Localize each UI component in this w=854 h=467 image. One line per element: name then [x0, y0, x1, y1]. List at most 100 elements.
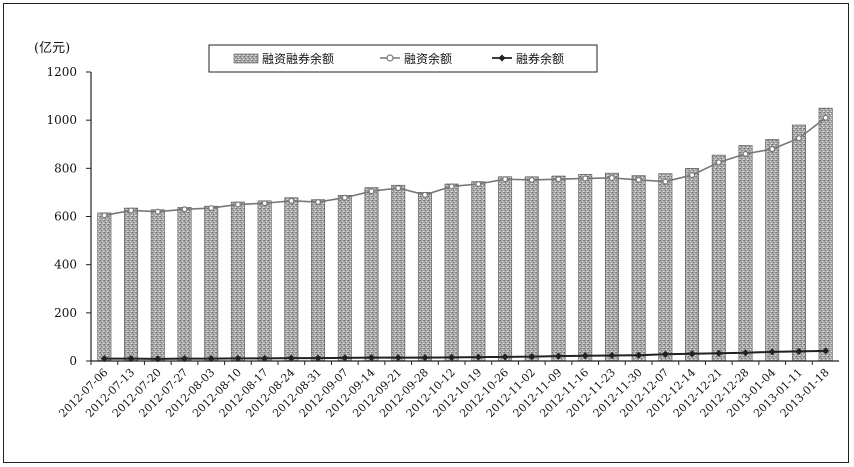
bar-margin-balance [311, 199, 326, 362]
point-financing-balance [288, 197, 295, 204]
bar-margin-balance [658, 173, 673, 362]
point-financing-balance [261, 200, 268, 207]
point-financing-balance [582, 175, 589, 182]
bar-margin-balance [551, 175, 566, 362]
legend-marker-lending [498, 54, 506, 62]
bar-margin-balance [685, 168, 700, 362]
point-securities-lending-balance [448, 353, 456, 361]
bar-margin-balance [498, 176, 513, 362]
bar-margin-balance [391, 184, 406, 362]
point-securities-lending-balance [474, 353, 482, 361]
y-axis: 0 200 400 600 800 1000 1200 [46, 65, 92, 368]
legend-box [208, 44, 598, 73]
point-financing-balance [315, 199, 322, 206]
point-securities-lending-balance [661, 350, 669, 358]
bar-margin-balance [765, 139, 780, 362]
point-financing-balance [448, 183, 455, 190]
bar-margin-balance [124, 207, 139, 362]
point-financing-balance [822, 114, 829, 121]
bar-margin-balance [738, 145, 753, 362]
point-financing-balance [128, 207, 135, 214]
y-unit-label: (亿元) [34, 41, 70, 56]
point-securities-lending-balance [501, 353, 509, 361]
point-financing-balance [689, 172, 696, 179]
point-financing-balance [502, 176, 509, 183]
point-securities-lending-balance [635, 351, 643, 359]
line-financing-balance [104, 117, 827, 217]
y-tick-label: 200 [54, 306, 77, 320]
point-securities-lending-balance [822, 347, 830, 355]
bar-margin-balance [818, 107, 833, 362]
bar-margin-balance [444, 183, 459, 362]
bar-margin-balance [204, 205, 219, 362]
line-securities-lending-balance [104, 349, 826, 360]
bar-margin-balance [257, 200, 272, 362]
point-financing-balance [101, 212, 108, 219]
point-securities-lending-balance [421, 354, 429, 362]
point-financing-balance [208, 205, 215, 212]
point-financing-balance [395, 185, 402, 192]
chart-frame: 融资融券余额 融资余额 融券余额 (亿元) 0 200 400 600 800 1000 120… [3, 3, 849, 463]
bar-margin-balance [230, 201, 245, 362]
bars [97, 107, 833, 362]
y-tick-label: 600 [54, 210, 77, 224]
x-axis: 2012-07-062012-07-132012-07-202012-07-27… [56, 360, 839, 420]
bar-margin-balance [524, 176, 539, 362]
bar-margin-balance [791, 124, 806, 362]
bar-margin-balance [631, 175, 646, 362]
point-financing-balance [662, 178, 669, 185]
point-financing-balance [715, 159, 722, 166]
bar-margin-balance [604, 172, 619, 362]
point-securities-lending-balance [581, 352, 589, 360]
point-financing-balance [154, 208, 161, 215]
point-securities-lending-balance [314, 354, 322, 362]
point-securities-lending-balance [528, 353, 536, 361]
point-financing-balance [368, 188, 375, 195]
point-financing-balance [608, 174, 615, 181]
point-securities-lending-balance [207, 355, 215, 363]
point-financing-balance [769, 146, 776, 153]
point-securities-lending-balance [394, 354, 402, 362]
legend-label-financing-balance: 融资余额 [404, 51, 452, 66]
y-tick-label: 400 [54, 258, 77, 272]
point-financing-balance [421, 191, 428, 198]
point-securities-lending-balance [341, 354, 349, 362]
point-securities-lending-balance [234, 354, 242, 362]
point-financing-balance [234, 201, 241, 208]
bar-margin-balance [284, 197, 299, 362]
y-tick-label: 1000 [46, 113, 77, 127]
point-securities-lending-balance [287, 354, 295, 362]
point-financing-balance [635, 176, 642, 183]
y-tick-label: 1200 [46, 65, 77, 79]
point-securities-lending-balance [715, 349, 723, 357]
point-financing-balance [795, 135, 802, 142]
point-securities-lending-balance [741, 349, 750, 357]
point-financing-balance [742, 150, 749, 157]
lines [100, 114, 830, 363]
point-securities-lending-balance [261, 354, 269, 362]
bar-margin-balance [177, 207, 192, 362]
chart-svg: 融资融券余额 融资余额 融券余额 (亿元) 0 200 400 600 800 1000 120… [34, 41, 839, 420]
point-securities-lending-balance [180, 355, 189, 363]
bar-margin-balance [471, 181, 486, 362]
bar-margin-balance [364, 187, 379, 362]
point-financing-balance [475, 180, 482, 187]
point-financing-balance [528, 176, 535, 183]
point-securities-lending-balance [100, 355, 108, 363]
bar-margin-balance [337, 195, 352, 362]
legend-marker-financing [386, 54, 394, 62]
point-securities-lending-balance [608, 351, 616, 359]
bar-margin-balance [578, 174, 593, 362]
y-tick-label: 800 [54, 161, 77, 175]
point-securities-lending-balance [554, 352, 563, 360]
bar-margin-balance [150, 209, 165, 362]
point-financing-balance [341, 194, 348, 201]
point-financing-balance [181, 206, 188, 213]
point-securities-lending-balance [768, 348, 776, 356]
bar-margin-balance [711, 154, 726, 362]
point-financing-balance [555, 176, 562, 183]
bar-margin-balance [97, 212, 112, 362]
y-tick-label: 0 [69, 354, 77, 368]
point-securities-lending-balance [127, 355, 135, 363]
legend: 融资融券余额 融资余额 融券余额 [208, 44, 598, 73]
